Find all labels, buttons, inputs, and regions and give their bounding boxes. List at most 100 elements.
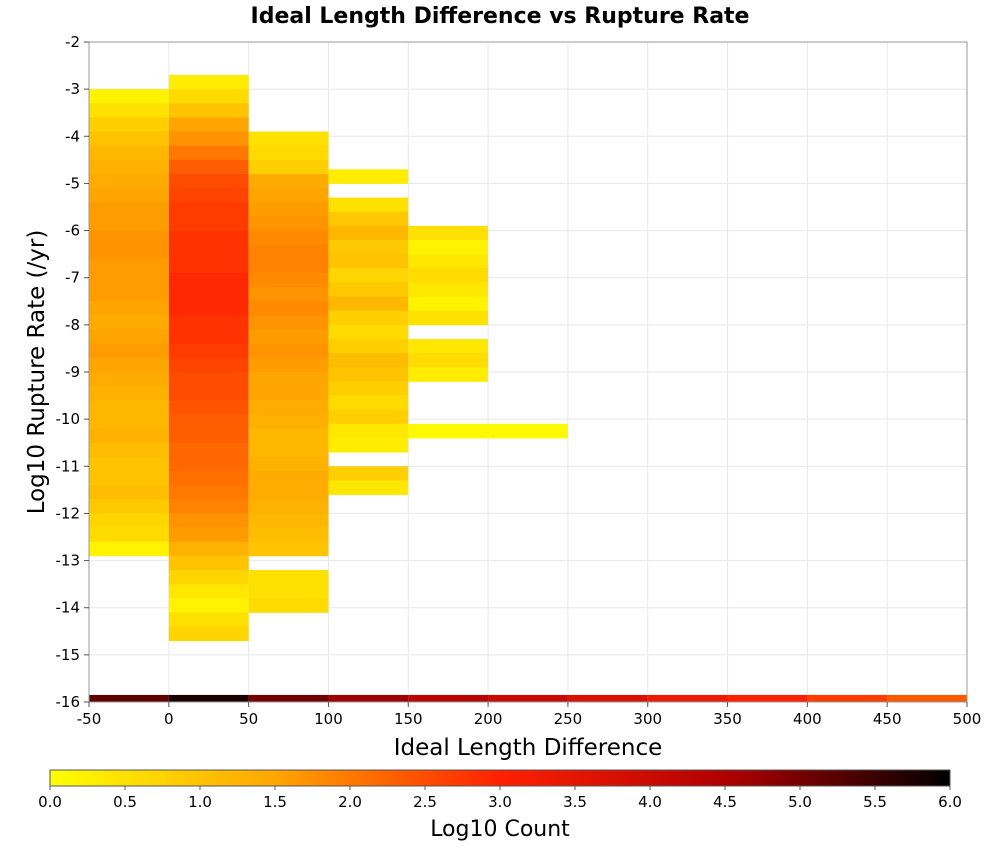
bottom-strip-cell — [647, 694, 728, 702]
y-tick-label: -5 — [65, 174, 80, 192]
y-tick-label: -11 — [56, 457, 81, 475]
heatmap-cell — [248, 329, 329, 345]
heatmap-cell — [168, 513, 249, 528]
y-tick-label: -14 — [56, 599, 81, 617]
y-tick-label: -7 — [65, 269, 80, 287]
heatmap-cell — [89, 315, 169, 330]
heatmap-cell — [408, 367, 489, 382]
x-tick-label: -50 — [77, 710, 102, 728]
heatmap-cell — [89, 527, 169, 543]
y-tick-label: -9 — [65, 363, 80, 381]
heatmap-cell — [248, 202, 329, 217]
heatmap-cell — [248, 131, 329, 147]
heatmap-cell — [328, 268, 409, 283]
y-tick-label: -4 — [65, 127, 80, 145]
heatmap-cell — [89, 258, 169, 274]
heatmap-cell — [168, 159, 249, 175]
colorbar-tick-label: 6.0 — [938, 793, 962, 811]
colorbar-tick-label: 3.5 — [563, 793, 587, 811]
heatmap-cell — [328, 339, 409, 354]
heatmap-cell — [168, 258, 249, 274]
heatmap-cell — [89, 541, 169, 557]
heatmap-cell — [408, 268, 489, 283]
heatmap-cell — [328, 353, 409, 368]
colorbar-tick-label: 2.0 — [338, 793, 362, 811]
y-tick-label: -12 — [56, 504, 81, 522]
heatmap-cell — [168, 202, 249, 217]
heatmap-cell — [248, 386, 329, 401]
heatmap-cell — [248, 442, 329, 458]
heatmap-cell — [248, 414, 329, 429]
heatmap-cell — [168, 103, 249, 118]
heatmap-cell — [168, 400, 249, 415]
heatmap-cell — [89, 513, 169, 528]
heatmap-cell — [168, 499, 249, 514]
heatmap-cell — [248, 372, 329, 387]
colorbar — [49, 769, 951, 787]
heatmap-cell — [248, 174, 329, 189]
heatmap-cell — [89, 244, 169, 260]
heatmap-cell — [89, 372, 169, 387]
heatmap-cell — [168, 188, 249, 203]
heatmap-cell — [89, 329, 169, 345]
y-tick-label: -13 — [56, 552, 81, 570]
x-tick-label: 50 — [239, 710, 258, 728]
y-tick-label: -3 — [65, 80, 80, 98]
heatmap-cell — [89, 89, 169, 104]
colorbar-title: Log10 Count — [430, 817, 570, 842]
bottom-strip-cell — [89, 694, 169, 702]
heatmap-cell — [328, 240, 409, 255]
heatmap-cell — [408, 282, 489, 297]
heatmap-cell — [89, 357, 169, 373]
heatmap-cell — [89, 216, 169, 231]
heatmap-cell — [89, 485, 169, 500]
colorbar-tick-label: 5.5 — [863, 793, 887, 811]
heatmap-cell — [168, 315, 249, 330]
heatmap-cell — [168, 414, 249, 429]
heatmap-cell — [328, 211, 409, 227]
heatmap-cell — [248, 499, 329, 514]
heatmap-cell — [328, 438, 409, 453]
heatmap-cell — [168, 244, 249, 260]
heatmap-cell — [89, 386, 169, 401]
x-tick-label: 200 — [474, 710, 503, 728]
x-tick-label: 0 — [164, 710, 174, 728]
heatmap-cell — [168, 230, 249, 246]
bottom-strip-cell — [408, 694, 489, 702]
heatmap-cell — [408, 353, 489, 368]
heatmap-cell — [248, 315, 329, 330]
y-tick-label: -2 — [65, 33, 80, 51]
heatmap-cell — [168, 75, 249, 90]
heatmap-cell — [168, 89, 249, 104]
bottom-strip-cell — [567, 694, 648, 702]
heatmap-cell — [89, 273, 169, 288]
heatmap-cell — [248, 159, 329, 175]
colorbar-ticks: 0.0 0.5 1.0 1.5 2.0 2.5 3.0 3.5 4.0 4.5 5.0 5.5 6.0 — [38, 786, 962, 811]
bottom-strip-cell — [168, 694, 249, 702]
heatmap-cell — [89, 230, 169, 246]
colorbar-tick-label: 2.5 — [413, 793, 437, 811]
colorbar-tick-label: 4.0 — [638, 793, 662, 811]
heatmap-cell — [248, 428, 329, 444]
x-tick-label: 400 — [793, 710, 822, 728]
heatmap-cells — [89, 75, 568, 642]
heatmap-cell — [168, 145, 249, 161]
heatmap-cell — [89, 301, 169, 316]
heatmap-cell — [408, 240, 489, 255]
heatmap-cell — [328, 296, 409, 312]
bottom-strip-cell — [248, 694, 329, 702]
heatmap-cell — [168, 343, 249, 359]
heatmap-cell — [328, 381, 409, 396]
heatmap-cell — [248, 541, 329, 557]
heatmap-cell — [248, 598, 329, 613]
bottom-strip-cell — [488, 694, 568, 702]
heatmap-cell — [248, 244, 329, 260]
heatmap-cell — [168, 174, 249, 189]
heatmap-cell — [248, 584, 329, 599]
bottom-strip-cell — [807, 694, 888, 702]
heatmap-cell — [248, 145, 329, 161]
heatmap-cell — [408, 225, 489, 241]
heatmap-cell — [168, 117, 249, 132]
heatmap-cell — [89, 145, 169, 161]
colorbar-tick-label: 0.0 — [38, 793, 62, 811]
